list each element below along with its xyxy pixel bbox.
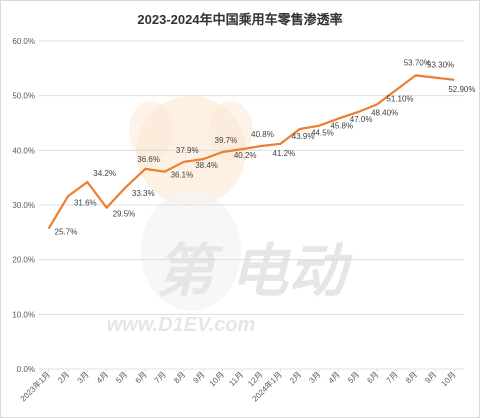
y-tick-label: 60.0% [12, 37, 35, 46]
data-label: 40.2% [234, 151, 257, 160]
data-label: 39.7% [215, 136, 238, 145]
data-label: 34.2% [93, 169, 116, 178]
x-tick-label: 11月 [227, 370, 245, 388]
x-tick-label: 3月 [307, 370, 322, 385]
data-label: 51.10% [386, 95, 413, 104]
x-tick-label: 10月 [439, 370, 457, 388]
x-tick-label: 8月 [404, 370, 419, 385]
x-tick-label: 2023年1月 [18, 369, 52, 403]
x-tick-label: 4月 [327, 370, 342, 385]
data-label: 38.4% [195, 161, 218, 170]
series-polyline [47, 74, 455, 230]
x-tick-label: 9月 [191, 370, 206, 385]
x-tick-label: 5月 [114, 370, 129, 385]
data-label: 41.2% [272, 149, 295, 158]
mascot-ear-shape [129, 101, 173, 161]
data-label: 53.70% [404, 58, 431, 67]
x-tick-label: 8月 [172, 370, 187, 385]
x-tick-label: 5月 [346, 370, 361, 385]
x-tick-label: 4月 [95, 370, 110, 385]
watermark: www.D1EV.com 第 电动 [107, 96, 353, 336]
y-tick-label: 20.0% [12, 256, 35, 265]
x-tick-label: 9月 [423, 370, 438, 385]
y-tick-label: 40.0% [12, 146, 35, 155]
data-label: 44.5% [311, 129, 334, 138]
x-tick-label: 10月 [208, 370, 226, 388]
data-label: 47.0% [350, 115, 373, 124]
data-label: 52.90% [448, 85, 475, 94]
data-label: 36.6% [137, 155, 160, 164]
data-label: 53.30% [427, 61, 454, 70]
series-line [47, 74, 455, 230]
x-tick-label: 3月 [76, 370, 91, 385]
watermark-chars: 第 电动 [156, 239, 353, 304]
data-labels: 25.7% 31.6% 34.2% 29.5% 33.3% 36.6% 36.1% 37.9%… [55, 58, 476, 236]
y-tick-label: 50.0% [12, 92, 35, 101]
y-tick-label: 0.0% [17, 365, 35, 374]
mascot-ear-shape [209, 101, 253, 161]
data-label: 31.6% [74, 198, 97, 207]
data-label: 29.5% [113, 210, 136, 219]
data-label: 37.9% [176, 146, 199, 155]
chart-title: 2023-2024年中国乘用车零售渗透率 [137, 12, 343, 27]
data-label: 45.8% [330, 122, 353, 131]
mascot-body-shape [141, 191, 241, 311]
data-label: 40.8% [251, 130, 274, 139]
data-label: 33.3% [132, 189, 155, 198]
watermark-text: www.D1EV.com [107, 314, 256, 336]
y-tick-label: 10.0% [12, 310, 35, 319]
data-label: 25.7% [55, 228, 78, 237]
x-tick-label: 6月 [365, 370, 380, 385]
x-tick-label: 7月 [385, 370, 400, 385]
data-label: 36.1% [171, 171, 194, 180]
data-label: 43.9% [292, 132, 315, 141]
x-tick-label: 2月 [288, 370, 303, 385]
y-axis-ticks: 0.0% 10.0% 20.0% 30.0% 40.0% 50.0% 60.0% [12, 37, 35, 374]
x-tick-label: 2月 [56, 370, 71, 385]
data-label: 48.40% [371, 108, 398, 117]
x-tick-label: 6月 [133, 370, 148, 385]
x-tick-label: 7月 [153, 370, 168, 385]
y-tick-label: 30.0% [12, 201, 35, 210]
